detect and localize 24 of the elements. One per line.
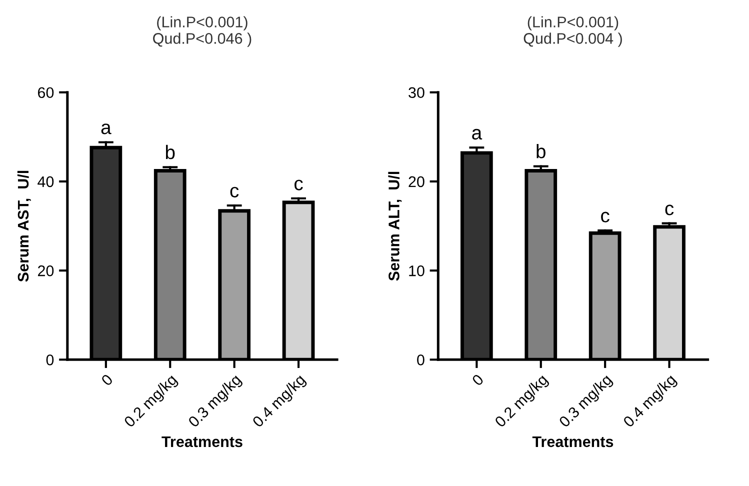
annotation: a <box>101 124 112 134</box>
annotation: c <box>601 212 610 222</box>
x-axis-title: Treatments <box>532 436 614 448</box>
annotation: a <box>472 128 482 140</box>
y-tick-label: 10 <box>409 265 424 276</box>
x-axis-title: Treatments <box>162 436 242 448</box>
y-axis-title: Serum ALT, U/l <box>388 172 402 281</box>
annotation: c <box>230 186 239 198</box>
chart-title: (Lin.P<0.001) Qud.P<0.046 ) <box>153 16 252 47</box>
y-tick-label: 20 <box>38 265 54 276</box>
annotation: b <box>536 144 546 158</box>
annotation: c <box>665 204 674 216</box>
x-tick-label: 0 <box>100 374 114 386</box>
y-axis-title: Serum AST, U/l <box>17 170 31 282</box>
x-tick-label: 0 <box>471 374 484 386</box>
y-tick-label: 60 <box>38 87 54 98</box>
chart-title: (Lin.P<0.001) Qud.P<0.004 ) <box>524 16 622 47</box>
y-tick-label: 0 <box>417 354 424 366</box>
annotation: c <box>294 180 303 190</box>
y-tick-label: 40 <box>38 176 54 188</box>
y-tick-label: 20 <box>408 176 424 188</box>
y-tick-label: 30 <box>408 87 424 98</box>
annotation: b <box>166 144 175 160</box>
y-tick-label: 0 <box>46 354 54 366</box>
